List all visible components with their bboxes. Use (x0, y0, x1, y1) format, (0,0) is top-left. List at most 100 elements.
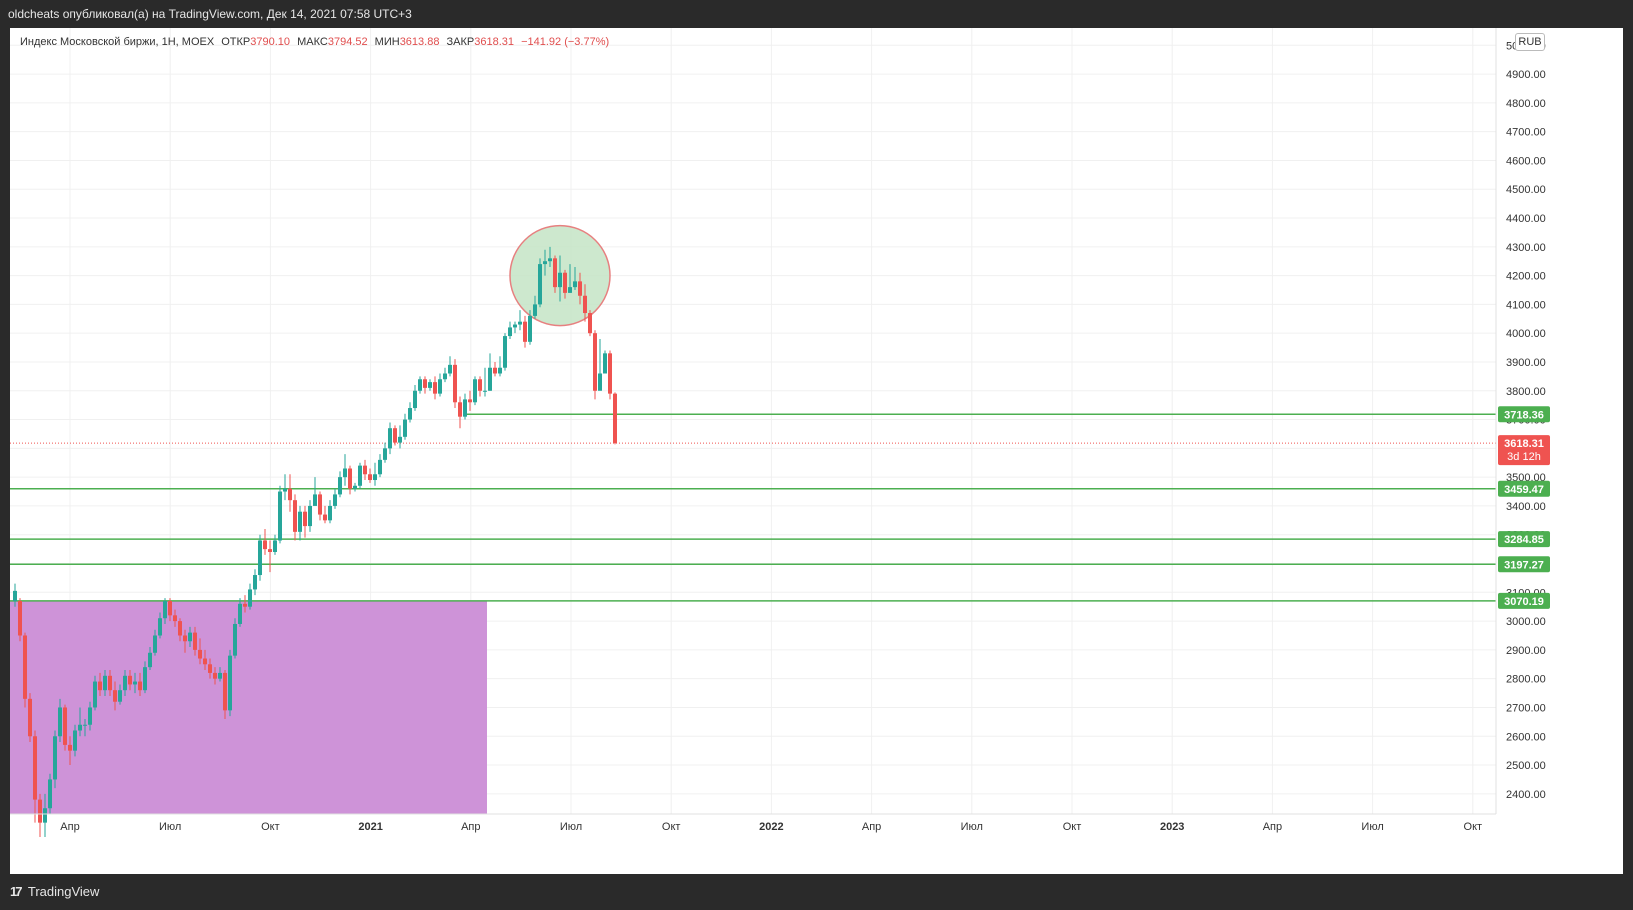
time-tick-label: Июл (961, 821, 983, 833)
candle (258, 534, 262, 581)
candle (278, 485, 282, 544)
price-tick-label: 4000.00 (1506, 328, 1546, 340)
candle (68, 736, 72, 766)
price-chart[interactable]: 2400.00 2500.00 2600.00 2700.00 2800.00 2900.… (10, 28, 1623, 874)
candle (383, 442, 387, 463)
candle (38, 793, 42, 838)
candle-body (383, 448, 387, 460)
candle (243, 595, 247, 613)
candle-body (283, 488, 287, 492)
candle-body (353, 485, 357, 489)
candle (493, 361, 497, 377)
candle (103, 670, 107, 696)
candle (613, 392, 617, 445)
candle-body (253, 575, 257, 590)
candle-body (553, 258, 557, 288)
candle (353, 482, 357, 492)
time-tick-label: 2023 (1160, 821, 1184, 833)
candle-body (378, 459, 382, 475)
candle-body (168, 600, 172, 616)
time-tick-label: Апр (862, 821, 881, 833)
candle-body (458, 402, 462, 417)
low-value: 3613.88 (399, 36, 440, 48)
candle (183, 629, 187, 653)
candle (268, 540, 272, 573)
candle-body (518, 321, 522, 325)
candle-body (373, 474, 377, 481)
price-tick-label: 2500.00 (1506, 760, 1546, 772)
candle (488, 353, 492, 391)
candle (218, 667, 222, 682)
candle (468, 390, 472, 411)
candle-body (213, 672, 217, 679)
candle-body (238, 603, 242, 624)
candle-body (443, 373, 447, 380)
candle (543, 249, 547, 276)
candle-body (98, 681, 102, 691)
candle-body (298, 511, 302, 532)
candle-body (308, 505, 312, 527)
candle (593, 330, 597, 400)
candle (88, 701, 92, 731)
level-price-badge: 3197.27 (1498, 556, 1550, 573)
candle-body (603, 353, 607, 374)
support-zone-rect (10, 600, 487, 814)
time-tick-label: 2022 (759, 821, 783, 833)
candle-body (178, 621, 182, 636)
time-tick-label: Апр (1263, 821, 1282, 833)
candle-body (188, 632, 192, 642)
candle (143, 661, 147, 694)
candle-body (583, 295, 587, 314)
candle-body (48, 779, 52, 809)
candle-body (313, 494, 317, 506)
candle-body (203, 658, 207, 665)
level-badge-bg (1498, 556, 1550, 573)
candle-body (218, 672, 222, 679)
price-tick-label: 2900.00 (1506, 645, 1546, 657)
high-value: 3794.52 (327, 36, 368, 48)
candle (73, 724, 77, 757)
candle (538, 258, 542, 308)
candle-body (158, 618, 162, 636)
candle (443, 367, 447, 383)
open-value: 3790.10 (250, 36, 291, 48)
level-price-badge: 3718.36 (1498, 406, 1550, 423)
candle-body (453, 364, 457, 403)
price-tick-label: 2400.00 (1506, 789, 1546, 801)
candle (18, 598, 22, 642)
candle-body (173, 615, 177, 622)
candle (303, 505, 307, 538)
level-badge-bg (1498, 406, 1550, 423)
candle-body (18, 600, 22, 636)
candle (558, 255, 562, 302)
candle (113, 681, 117, 711)
price-tick-label: 3800.00 (1506, 386, 1546, 398)
time-tick-label: Окт (1063, 821, 1082, 833)
change-value: −141.92 (−3.77%) (521, 36, 610, 48)
candle-body (348, 468, 352, 489)
candle-body (363, 465, 367, 475)
candle-body (223, 672, 227, 711)
candle (298, 505, 302, 541)
candle (363, 459, 367, 481)
candle-body (143, 667, 147, 691)
price-tick-label: 4900.00 (1506, 69, 1546, 81)
time-tick-label: Апр (461, 821, 480, 833)
candle-body (103, 675, 107, 691)
candle (288, 474, 292, 512)
candle-body (563, 272, 567, 293)
currency-badge[interactable]: RUB (1515, 33, 1545, 51)
candle (13, 583, 17, 607)
price-tick-label: 4500.00 (1506, 184, 1546, 196)
candle-body (108, 675, 112, 691)
candle-body (93, 681, 97, 708)
low-label: МИН (374, 36, 400, 48)
candle (508, 321, 512, 339)
chart-frame[interactable]: 2400.00 2500.00 2600.00 2700.00 2800.00 2900.… (10, 28, 1623, 874)
current-price-label: 3618.31 (1504, 438, 1544, 450)
candle-body (243, 603, 247, 607)
candle-body (38, 799, 42, 823)
price-tick-label: 3900.00 (1506, 357, 1546, 369)
price-tick-label: 2600.00 (1506, 731, 1546, 743)
candle-body (433, 382, 437, 394)
